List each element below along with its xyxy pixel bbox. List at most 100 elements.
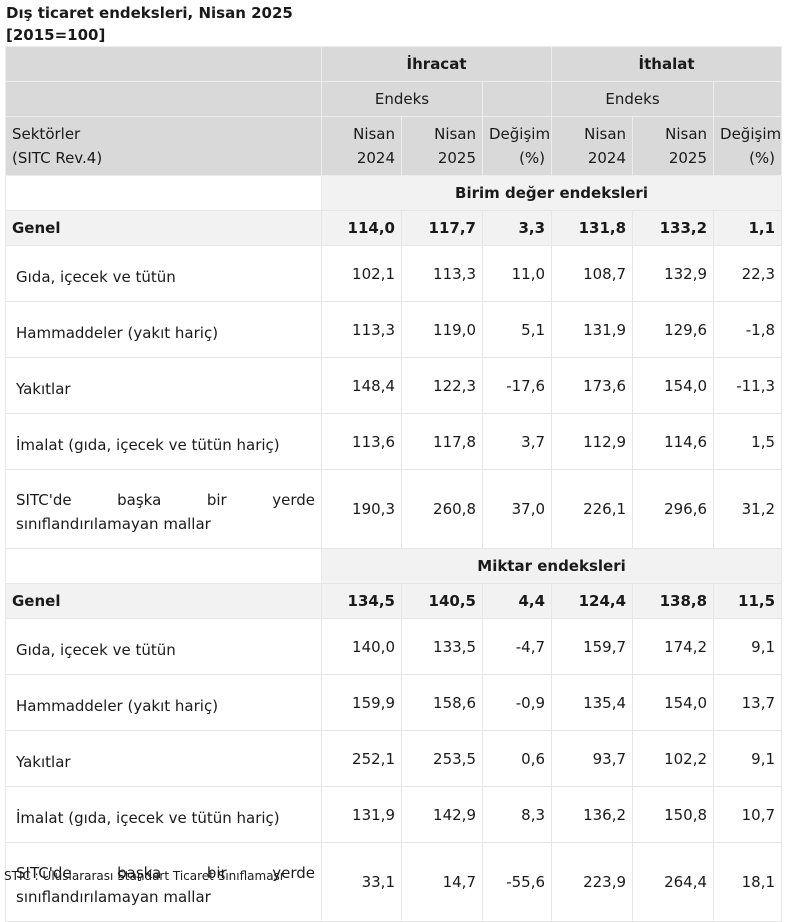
row-label: Gıda, içecek ve tütün	[5, 245, 322, 302]
header-sectors: Sektörler (SITC Rev.4)	[5, 116, 322, 176]
value-cell: 112,9	[551, 413, 634, 470]
value-cell: 252,1	[321, 730, 402, 787]
value-cell: 131,8	[551, 210, 634, 246]
value-cell: 253,5	[401, 730, 483, 787]
header-sitc-label: (SITC Rev.4)	[12, 149, 103, 167]
header-export-change: Değişim (%)	[481, 116, 553, 176]
value-cell: 122,3	[401, 357, 483, 414]
row-label: İmalat (gıda, içecek ve tütün hariç)	[5, 786, 322, 843]
value-cell: 4,4	[481, 583, 553, 619]
header-row-columns: Sektörler (SITC Rev.4) Nisan 2024 Nisan 20…	[5, 116, 783, 176]
value-cell: -1,8	[713, 301, 783, 358]
header-empty	[481, 81, 553, 117]
table-row: İmalat (gıda, içecek ve tütün hariç) 131,…	[5, 786, 783, 843]
row-label-line1: SITC'de başka bir yerde	[16, 488, 315, 512]
table-row: Gıda, içecek ve tütün 140,0 133,5 -4,7 159,7…	[5, 618, 783, 675]
value-cell: 136,2	[551, 786, 634, 843]
row-label-word: SITC'de	[16, 491, 72, 509]
table-row: SITC'de başka bir yerde sınıflandırılamayan …	[5, 469, 783, 549]
value-cell: -4,7	[481, 618, 553, 675]
value-cell: 148,4	[321, 357, 402, 414]
value-cell: 135,4	[551, 674, 634, 731]
section-empty-cell	[5, 175, 322, 211]
row-label-word: başka	[117, 864, 162, 882]
row-label: Yakıtlar	[5, 730, 322, 787]
value-cell: 18,1	[713, 842, 783, 922]
value-cell: -17,6	[481, 357, 553, 414]
value-cell: -55,6	[481, 842, 553, 922]
row-label: Hammaddeler (yakıt hariç)	[5, 301, 322, 358]
table-row: İmalat (gıda, içecek ve tütün hariç) 113,…	[5, 413, 783, 470]
header-export: İhracat	[320, 46, 553, 82]
header-export-2024: Nisan 2024	[321, 116, 402, 176]
value-cell: 142,9	[401, 786, 483, 843]
value-cell: 174,2	[632, 618, 715, 675]
value-cell: 1,1	[713, 210, 783, 246]
value-cell: 131,9	[321, 786, 402, 843]
section-title: Birim değer endeksleri	[320, 175, 783, 211]
value-cell: 159,9	[321, 674, 402, 731]
value-cell: 113,6	[321, 413, 402, 470]
value-cell: 132,9	[632, 245, 715, 302]
value-cell: 108,7	[551, 245, 634, 302]
value-cell: 9,1	[713, 730, 783, 787]
value-cell: 223,9	[551, 842, 634, 922]
value-cell: 10,7	[713, 786, 783, 843]
value-cell: 264,4	[632, 842, 715, 922]
row-label: Genel	[5, 583, 322, 619]
header-import-change: Değişim (%)	[713, 116, 783, 176]
base-year-note: [2015=100]	[6, 26, 106, 44]
value-cell: 93,7	[551, 730, 634, 787]
value-cell: 154,0	[632, 357, 715, 414]
row-label: SITC'de başka bir yerde sınıflandırılamayan …	[5, 469, 322, 549]
header-export-endeks: Endeks	[321, 81, 483, 117]
section-empty-cell	[5, 548, 322, 584]
value-cell: 150,8	[632, 786, 715, 843]
value-cell: 138,8	[632, 583, 715, 619]
value-cell: 133,5	[401, 618, 483, 675]
row-label: İmalat (gıda, içecek ve tütün hariç)	[5, 413, 322, 470]
value-cell: 154,0	[632, 674, 715, 731]
value-cell: 31,2	[713, 469, 783, 549]
header-empty	[5, 81, 322, 117]
value-cell: 11,5	[713, 583, 783, 619]
value-cell: 114,6	[632, 413, 715, 470]
value-cell: 114,0	[321, 210, 402, 246]
value-cell: 102,1	[321, 245, 402, 302]
value-cell: 296,6	[632, 469, 715, 549]
value-cell: 14,7	[401, 842, 483, 922]
row-label-word: yerde	[272, 491, 315, 509]
row-label-word: SITC'de	[16, 864, 72, 882]
value-cell: 124,4	[551, 583, 634, 619]
value-cell: 102,2	[632, 730, 715, 787]
value-cell: 173,6	[551, 357, 634, 414]
row-label-word: başka	[117, 491, 162, 509]
page-title: Dış ticaret endeksleri, Nisan 2025	[6, 4, 293, 22]
value-cell: -0,9	[481, 674, 553, 731]
row-label: Hammaddeler (yakıt hariç)	[5, 674, 322, 731]
value-cell: 9,1	[713, 618, 783, 675]
section-header-row: Birim değer endeksleri	[5, 175, 783, 211]
value-cell: 113,3	[321, 301, 402, 358]
genel-row: Genel 134,5 140,5 4,4 124,4 138,8 11,5	[5, 583, 783, 619]
value-cell: 159,7	[551, 618, 634, 675]
header-row-endeks: Endeks Endeks	[5, 81, 783, 117]
header-export-2025: Nisan 2025	[401, 116, 483, 176]
value-cell: 119,0	[401, 301, 483, 358]
value-cell: 11,0	[481, 245, 553, 302]
row-label: Genel	[5, 210, 322, 246]
value-cell: 158,6	[401, 674, 483, 731]
row-label-line2: sınıflandırılamayan mallar	[16, 888, 211, 906]
value-cell: 37,0	[481, 469, 553, 549]
row-label-word: bir	[206, 864, 227, 882]
row-label-word: yerde	[272, 864, 315, 882]
header-import-2024: Nisan 2024	[551, 116, 634, 176]
value-cell: 133,2	[632, 210, 715, 246]
header-empty	[713, 81, 783, 117]
footnote: STIC : Uluslararası Standart Ticaret Sın…	[4, 869, 284, 883]
value-cell: 113,3	[401, 245, 483, 302]
value-cell: -11,3	[713, 357, 783, 414]
value-cell: 260,8	[401, 469, 483, 549]
value-cell: 33,1	[321, 842, 402, 922]
value-cell: 5,1	[481, 301, 553, 358]
